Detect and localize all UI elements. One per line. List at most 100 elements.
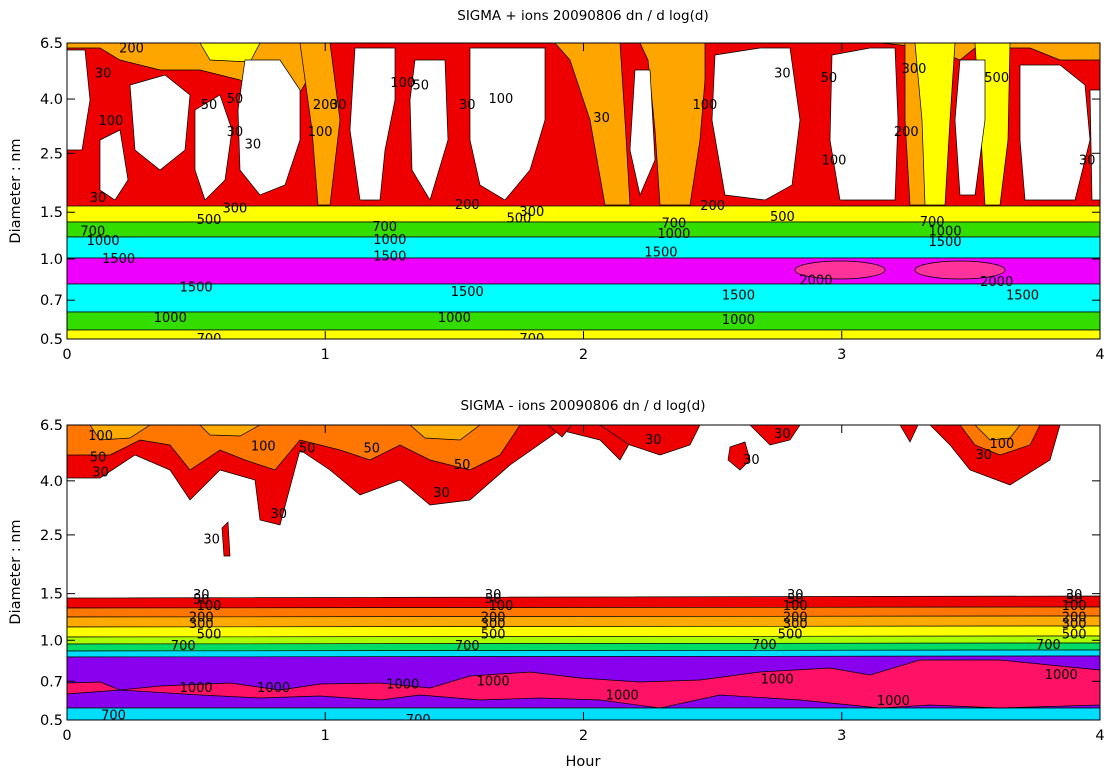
bottom-contour-label: 200	[189, 610, 214, 625]
top-y-axis-label: Diameter : nm	[8, 138, 24, 243]
top-contour-label: 1500	[373, 250, 406, 265]
bottom-band-yellow-green	[67, 635, 1100, 645]
bottom-contour-label: 30	[1066, 588, 1083, 603]
top-contour-label: 100	[692, 98, 717, 113]
bottom-x-tick-label: 4	[1095, 728, 1104, 744]
bottom-x-tick-label: 3	[837, 728, 846, 744]
bottom-contour-label: 30	[774, 427, 791, 442]
bottom-upper-regions	[67, 425, 1061, 557]
bottom-y-tick-label: 0.5	[40, 713, 63, 729]
bottom-contour-label: 300	[1062, 617, 1087, 632]
bottom-contour-label: 1000	[180, 681, 213, 696]
bottom-x-axis-label: Hour	[566, 754, 601, 770]
top-contour-label: 30	[330, 98, 347, 113]
top-x-tick-label: 4	[1095, 347, 1104, 363]
bottom-lower-bands	[67, 595, 1100, 720]
top-contour-label: 50	[201, 98, 218, 113]
top-contour-label: 700	[519, 332, 544, 347]
top-contour-label: 700	[197, 332, 222, 347]
bottom-contour-label: 50	[363, 441, 380, 456]
top-contour-label: 300	[222, 201, 247, 216]
bottom-contour-label: 50	[787, 592, 804, 607]
bottom-contour-label: 1000	[606, 688, 639, 703]
top-contour-label: 30	[95, 66, 112, 81]
top-y-ticks: 0.5 0.7 1.0 1.5 2.5 4.0 6.5	[40, 36, 1100, 348]
top-contour-label: 200	[119, 41, 144, 56]
top-contour-label: 100	[390, 76, 415, 91]
top-contour-label: 30	[593, 111, 610, 126]
bottom-y-tick-label: 4.0	[40, 474, 63, 490]
bottom-contour-label: 50	[90, 450, 107, 465]
bottom-contour-label: 30	[743, 453, 760, 468]
bottom-contour-label: 100	[783, 599, 808, 614]
bottom-contour-label: 700	[455, 639, 480, 654]
top-contour-label: 1500	[180, 281, 213, 296]
bottom-contour-label: 1000	[386, 678, 419, 693]
top-y-tick-label: 1.5	[40, 205, 63, 221]
bottom-contour-label: 50	[454, 458, 471, 473]
top-contour-label: 1500	[451, 285, 484, 300]
bottom-y-tick-label: 6.5	[40, 418, 63, 434]
bottom-contour-label: 1000	[761, 673, 794, 688]
bottom-contour-label: 30	[485, 588, 502, 603]
top-x-ticks: 0 1 2 3 4	[62, 43, 1105, 363]
bottom-contour-label: 700	[406, 713, 431, 728]
top-contour-label: 100	[98, 114, 123, 129]
top-contour-label: 700	[80, 224, 105, 239]
bottom-contour-label: 100	[488, 599, 513, 614]
bottom-contour-label: 700	[1036, 638, 1061, 653]
top-contour-label: 1500	[644, 245, 677, 260]
top-contour-label: 1000	[154, 311, 187, 326]
bottom-contour-label: 500	[1062, 628, 1087, 643]
bottom-panel: SIGMA - ions 20090806 dn / d log(d)	[8, 398, 1105, 770]
top-y-tick-label: 1.0	[40, 252, 63, 268]
bottom-contour-label: 100	[1062, 599, 1087, 614]
bottom-x-tick-label: 0	[62, 728, 71, 744]
bottom-contour-label: 1000	[257, 681, 290, 696]
bottom-contour-label: 100	[88, 429, 113, 444]
top-contour-label: 1000	[438, 311, 471, 326]
top-x-tick-label: 0	[62, 347, 71, 363]
bottom-contour-label: 30	[645, 433, 662, 448]
bottom-contour-label: 300	[783, 617, 808, 632]
bottom-contour-label: 100	[989, 437, 1014, 452]
top-band-cyan-upper	[67, 236, 1100, 259]
bottom-contour-label: 30	[270, 507, 287, 522]
bottom-contour-label: 30	[787, 588, 804, 603]
top-contour-label: 100	[308, 125, 333, 140]
bottom-contour-label: 50	[485, 592, 502, 607]
top-contour-label: 30	[774, 66, 791, 81]
bottom-x-ticks: 0 1 2 3 4	[62, 425, 1105, 744]
top-contour-label: 2000	[799, 274, 832, 289]
top-x-tick-label: 2	[579, 347, 588, 363]
bottom-y-tick-label: 2.5	[40, 528, 63, 544]
top-y-tick-label: 2.5	[40, 146, 63, 162]
bottom-contour-label: 1000	[1045, 668, 1078, 683]
bottom-x-tick-label: 1	[321, 728, 330, 744]
bottom-contour-label: 500	[481, 628, 506, 643]
top-contour-label: 1000	[657, 227, 690, 242]
top-contour-label: 1000	[722, 313, 755, 328]
top-contour-label: 30	[90, 191, 107, 206]
top-y-tick-label: 0.5	[40, 332, 63, 348]
top-contour-label: 200	[894, 125, 919, 140]
top-band-yellow	[67, 205, 1100, 223]
top-contour-label: 500	[507, 212, 532, 227]
top-contour-label: 100	[822, 153, 847, 168]
top-contour-label: 200	[313, 98, 338, 113]
top-contour-label: 50	[821, 71, 838, 86]
bottom-band-yellow	[67, 625, 1100, 638]
top-panel: SIGMA + ions 20090806 dn / d log(d)	[8, 8, 1105, 363]
top-contour-label: 1000	[929, 224, 962, 239]
bottom-contour-label: 300	[481, 617, 506, 632]
bottom-contour-label: 100	[251, 439, 276, 454]
bottom-contour-label: 700	[171, 639, 196, 654]
bottom-contour-label: 50	[193, 593, 210, 608]
top-contour-label: 100	[488, 92, 513, 107]
bottom-contour-label: 30	[433, 486, 450, 501]
bottom-contour-label: 700	[752, 638, 777, 653]
